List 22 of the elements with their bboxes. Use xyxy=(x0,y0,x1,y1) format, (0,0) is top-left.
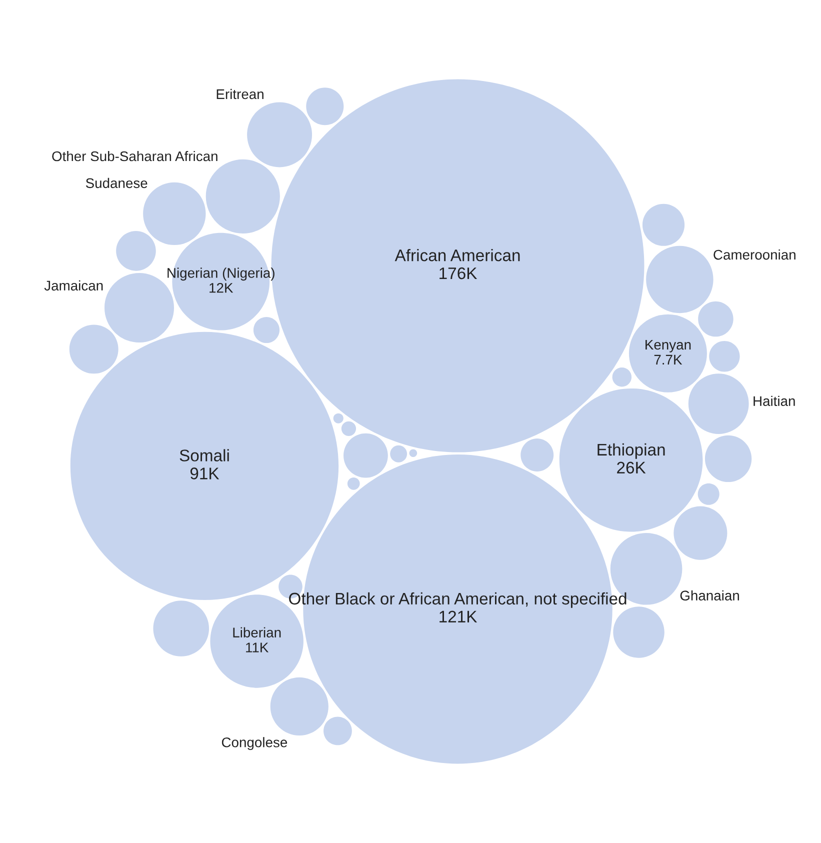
category-label: Nigerian (Nigeria) xyxy=(168,268,274,281)
data-label: 11K xyxy=(246,642,269,652)
data-label: 121K xyxy=(440,610,478,622)
category-label: Other Sub-Saharan African xyxy=(52,150,218,162)
data-label: 12K xyxy=(210,282,234,293)
data-label: 91K xyxy=(190,468,220,480)
category-label: Cameroonian xyxy=(714,249,796,260)
data-label: 176K xyxy=(440,267,478,280)
category-label: Eritrean xyxy=(216,88,264,100)
category-label: Somali xyxy=(180,449,229,462)
category-label: African American xyxy=(394,249,520,262)
category-label: Haitian xyxy=(754,396,795,406)
category-label: Other Black or African American, not specified xyxy=(289,592,626,608)
category-label: Congolese xyxy=(222,737,288,750)
category-label: Ghanaian xyxy=(680,590,739,601)
category-label: Ethiopian xyxy=(598,443,665,459)
data-label: 7.7K xyxy=(654,354,682,364)
category-label: Liberian xyxy=(233,627,281,638)
category-label: Jamaican xyxy=(44,280,103,291)
category-label: Sudanese xyxy=(86,178,148,188)
category-label: Kenyan xyxy=(646,340,691,352)
data-label: 26K xyxy=(617,462,646,474)
